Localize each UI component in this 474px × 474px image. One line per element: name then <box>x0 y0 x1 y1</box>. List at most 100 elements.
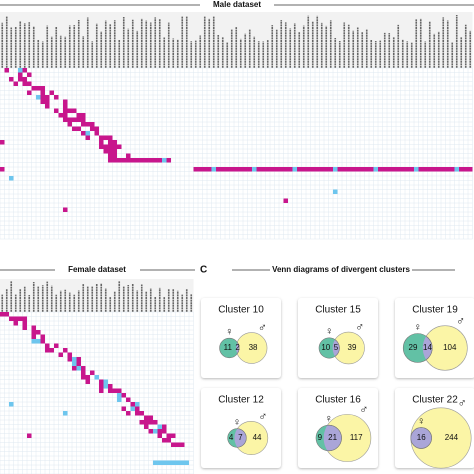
cell <box>135 406 140 411</box>
cell <box>270 167 275 172</box>
cell <box>36 330 41 335</box>
cell <box>414 167 419 172</box>
cell <box>153 420 158 425</box>
cell <box>171 460 176 465</box>
value-label: 10 <box>321 343 330 352</box>
cell <box>157 429 162 434</box>
female-symbol: ♀ <box>225 326 233 338</box>
cell <box>85 375 90 380</box>
cell <box>364 167 369 172</box>
cell <box>306 167 311 172</box>
cell <box>337 167 342 172</box>
cell <box>333 167 338 172</box>
cell <box>27 81 32 86</box>
cell <box>112 149 117 154</box>
cell <box>40 95 45 100</box>
cell <box>13 321 18 326</box>
cell <box>63 348 68 353</box>
female-symbol: ♀ <box>325 326 333 338</box>
cell <box>58 113 63 118</box>
cell <box>175 460 180 465</box>
cell <box>171 433 176 438</box>
cell <box>103 384 108 389</box>
cell <box>94 131 99 136</box>
cell <box>9 77 14 82</box>
cell <box>162 158 167 163</box>
cell <box>436 167 441 172</box>
cell <box>103 379 108 384</box>
cluster-title: Cluster 15 <box>315 305 361 316</box>
cell <box>112 388 117 393</box>
cell <box>153 429 158 434</box>
cell <box>81 366 86 371</box>
cell <box>13 316 18 321</box>
cell <box>324 167 329 172</box>
cluster-title: Cluster 22 <box>412 395 458 406</box>
cell <box>117 158 122 163</box>
cell <box>369 167 374 172</box>
cell <box>85 379 90 384</box>
cell <box>234 167 239 172</box>
cell <box>58 352 63 357</box>
cell <box>382 167 387 172</box>
cell <box>103 135 108 140</box>
cell <box>31 334 36 339</box>
value-label: 9 <box>318 433 323 442</box>
cell <box>108 144 113 149</box>
cell <box>63 411 68 416</box>
cell <box>103 144 108 149</box>
cell <box>67 357 72 362</box>
cell <box>54 95 59 100</box>
cell <box>139 411 144 416</box>
cell <box>144 424 149 429</box>
cell <box>112 144 117 149</box>
cell <box>22 321 27 326</box>
value-label: 4 <box>229 433 234 442</box>
cell <box>301 167 306 172</box>
male-symbol: ♂ <box>258 321 267 335</box>
cell <box>319 167 324 172</box>
panel-title: Female dataset <box>68 265 126 274</box>
cell <box>355 167 360 172</box>
cell <box>72 117 77 122</box>
cell <box>108 158 113 163</box>
cell <box>99 379 104 384</box>
cell <box>40 99 45 104</box>
cell <box>391 167 396 172</box>
cell <box>67 122 72 127</box>
cell <box>445 167 450 172</box>
cell <box>283 198 288 203</box>
cell <box>31 339 36 344</box>
cell <box>220 167 225 172</box>
cell <box>162 460 167 465</box>
cell <box>162 438 167 443</box>
cell <box>279 167 284 172</box>
cell <box>54 108 59 113</box>
panel-title: Venn diagrams of divergent clusters <box>272 265 410 274</box>
cell <box>126 411 131 416</box>
cell <box>108 135 113 140</box>
cell <box>135 158 140 163</box>
cell <box>148 420 153 425</box>
cell <box>405 167 410 172</box>
cell <box>409 167 414 172</box>
cell <box>121 406 126 411</box>
cell <box>22 68 27 73</box>
cell <box>297 167 302 172</box>
cell <box>130 158 135 163</box>
cell <box>148 415 153 420</box>
overlap <box>323 424 342 452</box>
cell <box>27 433 32 438</box>
cell <box>76 126 81 131</box>
cell <box>418 167 423 172</box>
cell <box>22 81 27 86</box>
cell <box>31 86 36 91</box>
cell <box>22 316 27 321</box>
cell <box>36 86 41 91</box>
cell <box>387 167 392 172</box>
cell <box>31 330 36 335</box>
cell <box>162 429 167 434</box>
cell <box>144 158 149 163</box>
value-label: 39 <box>348 343 357 352</box>
